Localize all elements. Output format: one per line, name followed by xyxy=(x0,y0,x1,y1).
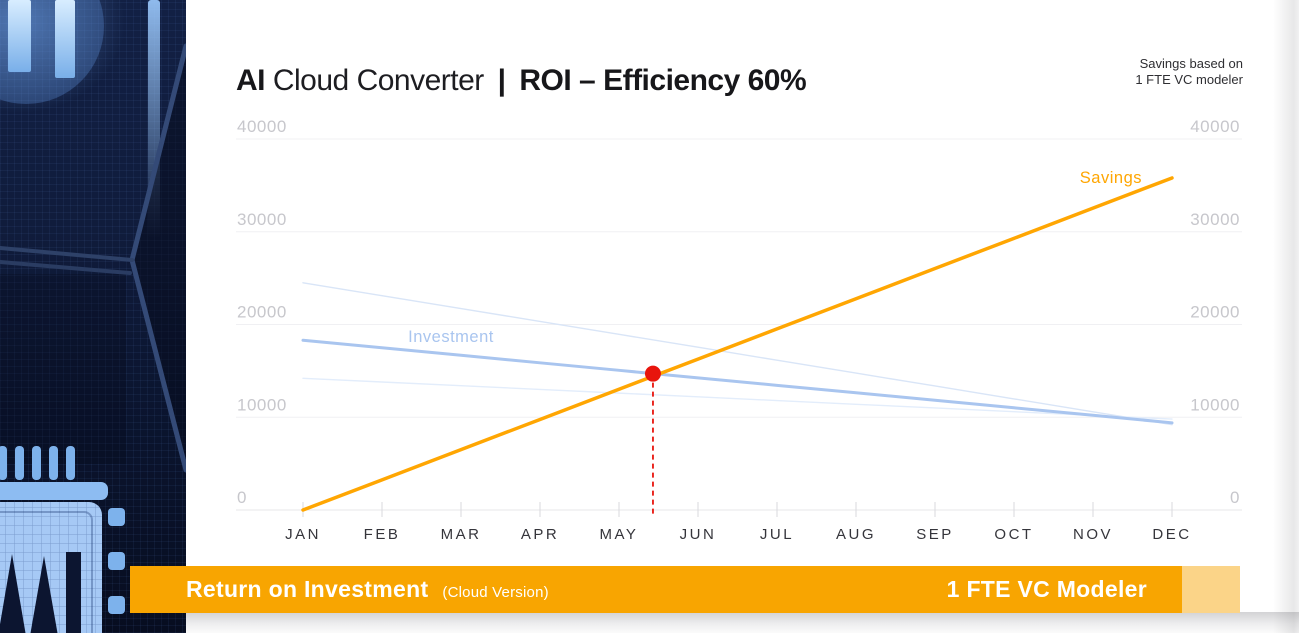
roi-banner: Return on Investment (Cloud Version) 1 F… xyxy=(130,566,1240,613)
y-axis-label-right: 20000 xyxy=(1190,303,1240,322)
y-axis-label-right: 0 xyxy=(1230,488,1240,507)
title-emphasis: ROI – Efficiency 60% xyxy=(519,64,807,98)
banner-right-label: 1 FTE VC Modeler xyxy=(946,576,1147,602)
y-axis-label-left: 30000 xyxy=(237,210,287,229)
savings-series-label: Savings xyxy=(1080,169,1142,187)
x-axis-label: NOV xyxy=(1073,526,1113,543)
hexagon-lines xyxy=(0,43,186,473)
y-axis-label-right: 10000 xyxy=(1190,395,1240,414)
y-axis-label-left: 40000 xyxy=(237,117,287,136)
x-axis-label: JUL xyxy=(760,526,794,543)
y-axis-label-left: 10000 xyxy=(237,395,287,414)
series-line-investment xyxy=(301,338,1174,425)
banner-title: Return on Investment xyxy=(186,576,429,602)
y-axis-label-right: 30000 xyxy=(1190,210,1240,229)
x-axis-label: JAN xyxy=(285,526,321,543)
title-separator: | xyxy=(497,64,506,98)
x-axis-label: MAR xyxy=(441,526,482,543)
title-product: Cloud Converter xyxy=(272,64,484,98)
investment-series-label: Investment xyxy=(408,328,494,346)
x-axis-label: AUG xyxy=(836,526,876,543)
y-axis-label-left: 0 xyxy=(237,488,247,507)
y-axis-label-left: 20000 xyxy=(237,303,287,322)
y-axis-label-right: 40000 xyxy=(1190,117,1240,136)
series-line-investment-lower-scenario- xyxy=(302,377,1173,420)
series-line-savings xyxy=(301,176,1174,512)
banner-subtitle: (Cloud Version) xyxy=(442,584,549,601)
title-brand: AI xyxy=(236,64,266,98)
breakeven-dot xyxy=(644,365,661,382)
savings-note-line2: 1 FTE VC modeler xyxy=(1135,72,1243,87)
right-edge-shadow xyxy=(1273,0,1299,633)
savings-note: Savings based on 1 FTE VC modeler xyxy=(1135,56,1243,88)
circuit-board-graphic xyxy=(0,0,186,633)
bottom-gradient xyxy=(186,612,1299,633)
display-bars-glow xyxy=(0,0,160,238)
left-tech-image xyxy=(0,0,186,633)
x-axis-label: DEC xyxy=(1152,526,1191,543)
x-axis-label: SEP xyxy=(916,526,954,543)
x-axis-label: OCT xyxy=(994,526,1033,543)
x-axis-label: FEB xyxy=(364,526,401,543)
x-axis-label: MAY xyxy=(600,526,639,543)
series-line-investment-upper-scenario- xyxy=(302,282,1173,426)
chip-icon xyxy=(0,446,125,633)
page-title: AI Cloud Converter | ROI – Efficiency 60… xyxy=(236,62,807,100)
x-axis-label: JUN xyxy=(680,526,717,543)
savings-note-line1: Savings based on xyxy=(1139,56,1243,71)
x-axis-label: APR xyxy=(521,526,559,543)
banner-accent-block xyxy=(1182,566,1240,613)
banner-left-group: Return on Investment (Cloud Version) xyxy=(130,576,549,603)
